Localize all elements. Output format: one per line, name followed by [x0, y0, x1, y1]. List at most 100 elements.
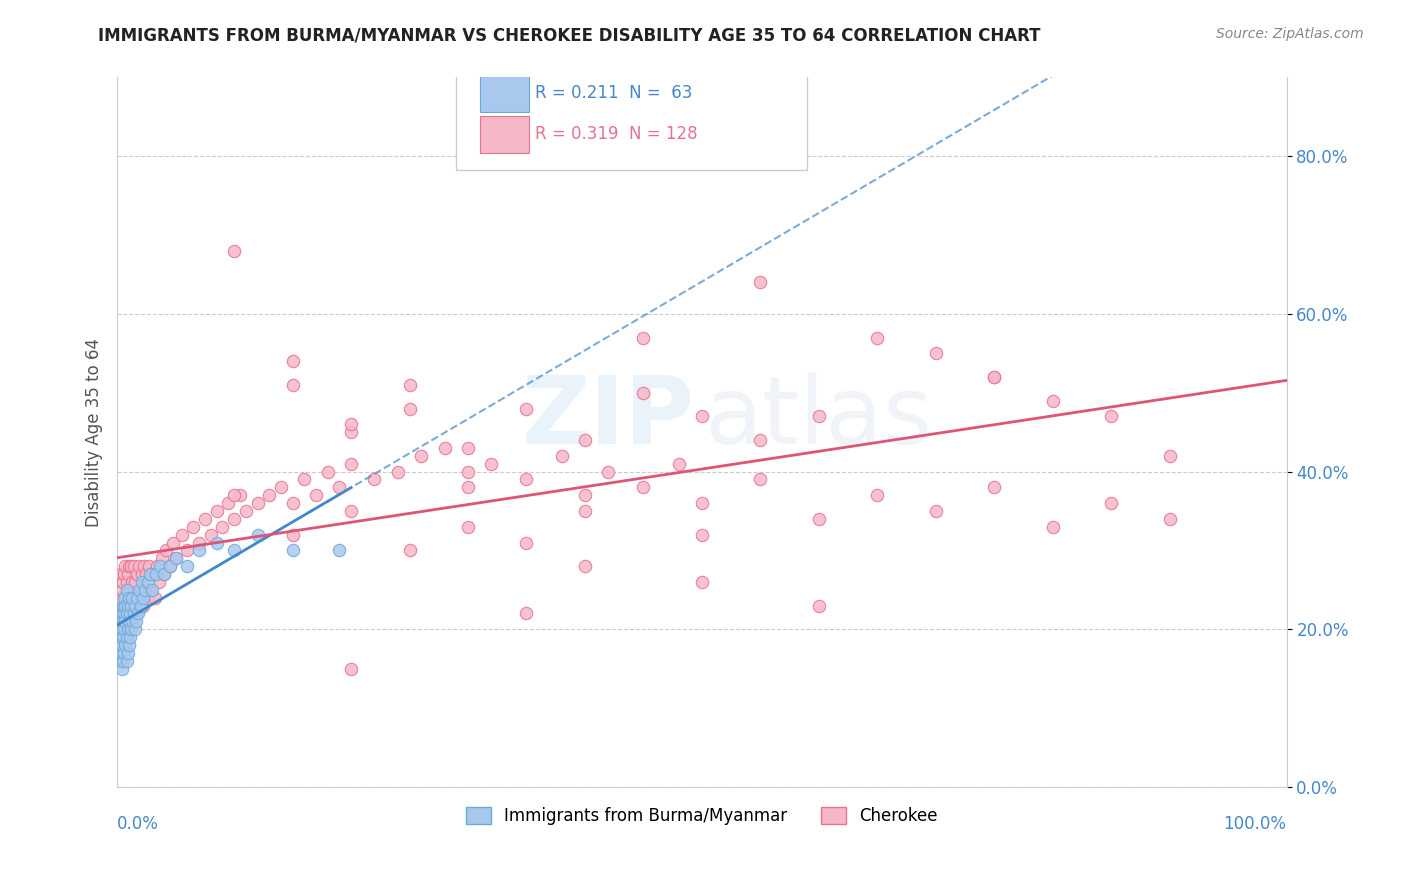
Point — [132, 599, 155, 613]
Point — [124, 591, 146, 605]
Point — [111, 662, 134, 676]
Point — [411, 449, 433, 463]
Point — [111, 622, 134, 636]
FancyBboxPatch shape — [457, 56, 807, 169]
Point — [690, 496, 713, 510]
Point — [112, 591, 135, 605]
Point — [363, 473, 385, 487]
Point — [281, 543, 304, 558]
Point — [107, 638, 129, 652]
Point — [125, 567, 148, 582]
Point — [136, 591, 159, 605]
Point — [132, 591, 155, 605]
Point — [115, 574, 138, 589]
Point — [132, 559, 155, 574]
Point — [114, 638, 136, 652]
Point — [118, 638, 141, 652]
Point — [155, 543, 177, 558]
Point — [1042, 520, 1064, 534]
Point — [340, 457, 363, 471]
Point — [159, 559, 181, 574]
Point — [120, 622, 142, 636]
Point — [145, 567, 167, 582]
Point — [515, 401, 537, 416]
Point — [398, 377, 420, 392]
Point — [749, 276, 772, 290]
Point — [118, 607, 141, 621]
Point — [457, 480, 479, 494]
Point — [224, 244, 246, 258]
Point — [807, 599, 830, 613]
Point — [340, 425, 363, 440]
Point — [328, 543, 350, 558]
Point — [217, 496, 239, 510]
Point — [188, 543, 211, 558]
Point — [246, 496, 269, 510]
Point — [1159, 449, 1181, 463]
Point — [150, 551, 173, 566]
Point — [125, 615, 148, 629]
Point — [112, 599, 135, 613]
Point — [124, 574, 146, 589]
Point — [122, 607, 145, 621]
Point — [115, 582, 138, 597]
Point — [398, 401, 420, 416]
Point — [125, 591, 148, 605]
Point — [229, 488, 252, 502]
Point — [200, 527, 222, 541]
Point — [292, 473, 315, 487]
Point — [181, 520, 204, 534]
Point — [153, 567, 176, 582]
Point — [115, 654, 138, 668]
Point — [115, 615, 138, 629]
Point — [136, 574, 159, 589]
Point — [107, 591, 129, 605]
Point — [550, 449, 572, 463]
Point — [129, 582, 152, 597]
Point — [983, 370, 1005, 384]
Text: atlas: atlas — [704, 372, 934, 464]
Point — [127, 591, 149, 605]
Point — [118, 582, 141, 597]
Point — [866, 488, 889, 502]
Point — [194, 512, 217, 526]
Point — [668, 457, 690, 471]
Point — [127, 607, 149, 621]
Point — [807, 512, 830, 526]
Point — [574, 488, 596, 502]
Point — [134, 582, 156, 597]
Point — [120, 591, 142, 605]
Point — [170, 527, 193, 541]
Point — [128, 559, 150, 574]
Point — [457, 520, 479, 534]
Point — [1099, 496, 1122, 510]
Text: IMMIGRANTS FROM BURMA/MYANMAR VS CHEROKEE DISABILITY AGE 35 TO 64 CORRELATION CH: IMMIGRANTS FROM BURMA/MYANMAR VS CHEROKE… — [98, 27, 1040, 45]
Point — [117, 567, 139, 582]
Point — [281, 496, 304, 510]
Point — [457, 465, 479, 479]
Point — [398, 543, 420, 558]
Point — [118, 599, 141, 613]
Point — [112, 615, 135, 629]
Point — [125, 607, 148, 621]
Point — [118, 630, 141, 644]
Point — [281, 354, 304, 368]
Point — [112, 567, 135, 582]
Point — [281, 527, 304, 541]
Point — [149, 559, 172, 574]
Point — [120, 559, 142, 574]
Point — [165, 551, 187, 566]
Point — [108, 607, 131, 621]
Point — [162, 535, 184, 549]
Point — [148, 574, 170, 589]
Point — [141, 567, 163, 582]
Text: ZIP: ZIP — [522, 372, 695, 464]
Point — [108, 630, 131, 644]
Text: 100.0%: 100.0% — [1223, 815, 1286, 833]
Point — [340, 662, 363, 676]
Point — [807, 409, 830, 424]
Point — [111, 638, 134, 652]
Point — [128, 582, 150, 597]
Point — [983, 370, 1005, 384]
Point — [328, 480, 350, 494]
